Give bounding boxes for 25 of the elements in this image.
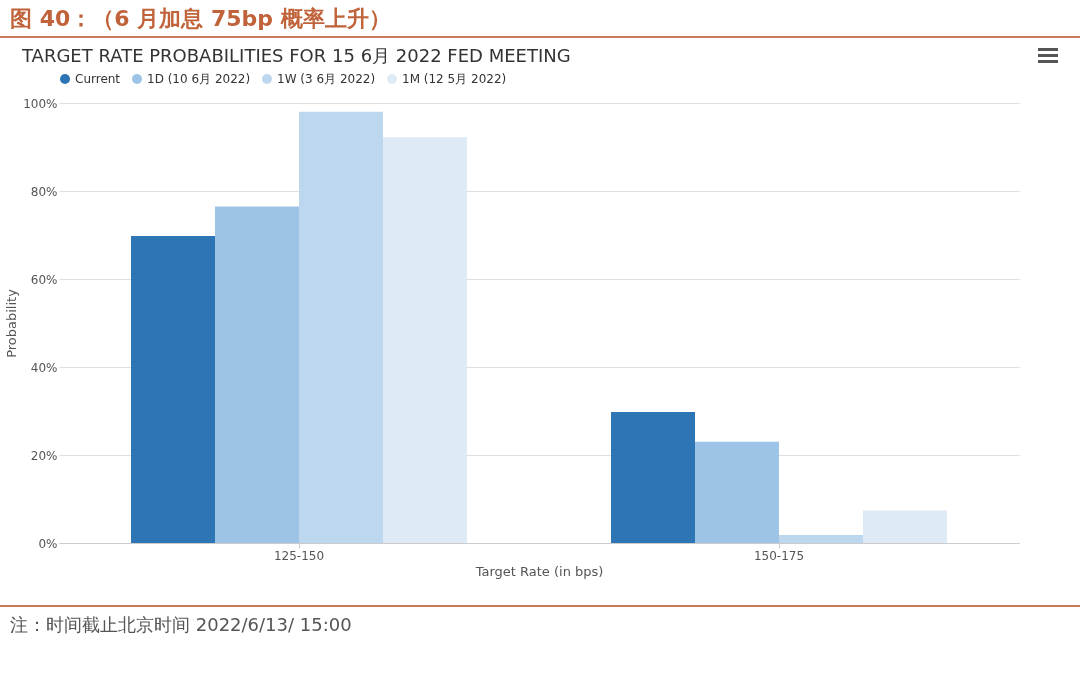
bar	[215, 206, 299, 543]
y-tick-label: 100%	[23, 96, 58, 111]
legend-label: 1W (3 6月 2022)	[277, 72, 376, 86]
x-tick-label: 125-150	[273, 548, 325, 563]
chart-subtitle: TARGET RATE PROBABILITIES FOR 15 6月 2022 FED MEETING	[22, 44, 571, 68]
y-tick-label: 80%	[30, 184, 58, 199]
y-tick-label: 0%	[38, 536, 58, 551]
bar	[863, 510, 947, 543]
y-axis-title: Probability	[4, 288, 20, 358]
y-tick-label: 20%	[30, 448, 58, 463]
x-tick-label: 150-175	[753, 548, 805, 563]
legend-label: Current	[75, 72, 121, 86]
text: 注：时间截止北京时间 2022/6/13/ 15:00	[10, 613, 353, 637]
legend-label: 1D (10 6月 2022)	[147, 72, 251, 86]
x-axis-title: Target Rate (in bps)	[474, 563, 604, 579]
y-tick-label: 40%	[30, 360, 58, 375]
bar	[779, 535, 863, 543]
y-tick-label: 60%	[30, 272, 58, 287]
legend-label: 1M (12 5月 2022)	[402, 72, 507, 86]
bar	[131, 235, 215, 543]
bar	[611, 411, 695, 543]
bar	[299, 111, 383, 543]
chart-title: 图 40：（6 月加息 75bp 概率上升）	[0, 0, 1080, 38]
bar	[695, 441, 779, 543]
bar	[383, 137, 467, 543]
